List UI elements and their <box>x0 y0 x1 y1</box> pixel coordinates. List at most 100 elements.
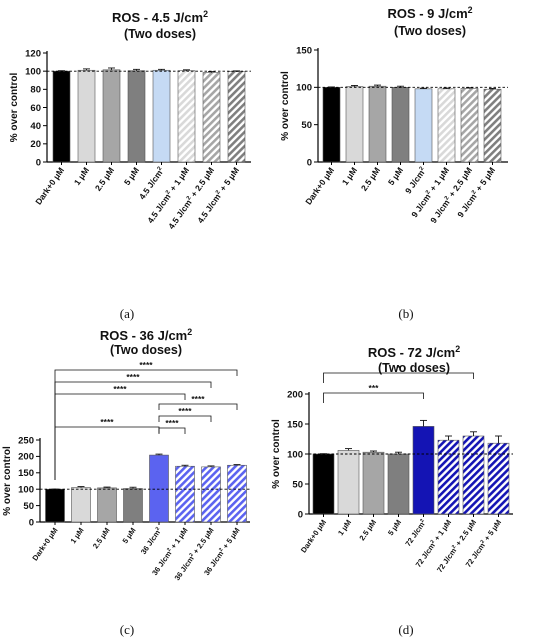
y-tick-label: 50 <box>23 501 34 512</box>
chart-title: ROS - 36 J/cm2 <box>100 327 192 343</box>
chart-title: ROS - 72 J/cm2 <box>368 344 460 360</box>
x-tick-label: 4.5 J/cm2 + 2.5 μM <box>166 165 216 230</box>
significance-bracket <box>158 427 186 434</box>
y-tick-label: 60 <box>30 103 41 114</box>
bar <box>123 488 143 523</box>
significance-bracket <box>158 415 212 422</box>
x-tick-label: Dark+0 μM <box>303 165 336 206</box>
bar <box>437 88 456 163</box>
significance-bracket <box>54 369 238 480</box>
y-tick-label: 100 <box>25 66 41 77</box>
y-tick-label: 250 <box>18 435 34 446</box>
panel-label: (c) <box>120 622 134 637</box>
bar <box>71 487 91 523</box>
bar <box>391 87 410 163</box>
y-tick-label: 20 <box>30 139 41 150</box>
chart-panel-2: ROS - 9 J/cm2 (Two doses) % over control 0 5… <box>280 5 508 321</box>
bar <box>460 88 479 163</box>
bar <box>322 87 341 163</box>
chart-title: ROS - 4.5 J/cm2 <box>112 9 208 25</box>
y-axis-label: % over control <box>280 71 291 141</box>
y-tick-label: 120 <box>25 48 41 59</box>
x-tick-label: 2.5 μM <box>357 518 378 542</box>
y-tick-label: 100 <box>296 83 312 94</box>
chart-panel-4: ROS - 72 J/cm2(Two doses) % over control 0… <box>271 344 513 637</box>
panel-label: (b) <box>398 306 413 321</box>
bar <box>127 70 146 163</box>
bar <box>227 464 247 523</box>
significance-label: **** <box>126 372 140 382</box>
y-tick-label: 200 <box>18 452 34 463</box>
bar <box>387 453 410 515</box>
x-tick-label: 2.5 μM <box>359 165 382 192</box>
bar <box>177 70 196 163</box>
panel-label: (d) <box>398 622 413 637</box>
bar <box>437 439 460 515</box>
bar <box>345 86 364 163</box>
significance-label: **** <box>165 418 179 428</box>
y-tick-label: 0 <box>36 157 41 168</box>
y-tick-label: 100 <box>287 449 303 460</box>
x-tick-label: 72 J/cm2 <box>403 518 428 548</box>
y-tick-label: 0 <box>298 509 303 520</box>
bar <box>414 88 433 163</box>
bar <box>45 488 65 523</box>
chart-subtitle: (Two doses) <box>378 361 450 375</box>
x-tick-label: 1 μM <box>68 526 85 545</box>
significance-label: **** <box>113 384 127 394</box>
significance-label: **** <box>100 417 114 427</box>
x-tick-label: 9 J/cm2 <box>403 165 428 195</box>
y-tick-label: 50 <box>301 120 312 131</box>
panel-label: (a) <box>120 306 134 321</box>
bar <box>227 71 246 163</box>
bar <box>149 454 169 523</box>
chart-subtitle: (Two doses) <box>124 27 196 41</box>
bar <box>97 487 117 523</box>
significance-bracket <box>54 426 160 480</box>
y-tick-label: 50 <box>292 479 303 490</box>
x-tick-label: 36 J/cm2 <box>139 526 164 556</box>
x-tick-label: 5 μM <box>386 518 403 537</box>
y-axis-label: % over control <box>2 446 13 516</box>
y-tick-label: 150 <box>296 45 312 56</box>
y-tick-label: 40 <box>30 121 41 132</box>
bar <box>175 465 195 523</box>
y-tick-label: 150 <box>18 468 34 479</box>
bar <box>312 453 335 515</box>
chart-subtitle: (Two doses) <box>394 24 466 38</box>
chart-title: ROS - 9 J/cm2 <box>387 5 472 21</box>
x-tick-label: Dark+0 μM <box>30 526 59 562</box>
bar <box>462 435 485 515</box>
chart-panel-3: ROS - 36 J/cm2(Two doses) % over control 0… <box>2 327 250 637</box>
bar <box>52 70 71 163</box>
y-axis-label: % over control <box>271 419 282 489</box>
y-tick-label: 0 <box>29 517 34 528</box>
significance-bracket <box>158 403 238 410</box>
bar <box>337 450 360 515</box>
significance-bracket <box>323 392 424 403</box>
x-tick-label: 1 μM <box>340 165 359 187</box>
y-tick-label: 200 <box>287 389 303 400</box>
bar <box>362 451 385 515</box>
x-tick-label: Dark+0 μM <box>33 165 66 206</box>
y-tick-label: 0 <box>307 157 312 168</box>
x-tick-label: 1 μM <box>336 518 353 537</box>
significance-bracket <box>323 372 474 383</box>
significance-label: * <box>397 363 401 373</box>
chart-panel-1: ROS - 4.5 J/cm2 (Two doses) % over control… <box>9 9 251 321</box>
x-tick-label: 2.5 μM <box>91 526 112 550</box>
bar <box>201 466 221 523</box>
x-tick-label: Dark+0 μM <box>299 518 328 554</box>
chart-subtitle: (Two doses) <box>110 343 182 357</box>
bar <box>412 426 435 515</box>
x-tick-label: 5 μM <box>386 165 405 187</box>
significance-label: **** <box>191 394 205 404</box>
significance-label: **** <box>178 406 192 416</box>
x-tick-label: 1 μM <box>72 165 91 187</box>
x-tick-label: 5 μM <box>122 165 141 187</box>
significance-label: *** <box>369 383 380 393</box>
x-tick-label: 5 μM <box>120 526 137 545</box>
y-axis-label: % over control <box>9 73 20 143</box>
y-tick-label: 100 <box>18 485 34 496</box>
